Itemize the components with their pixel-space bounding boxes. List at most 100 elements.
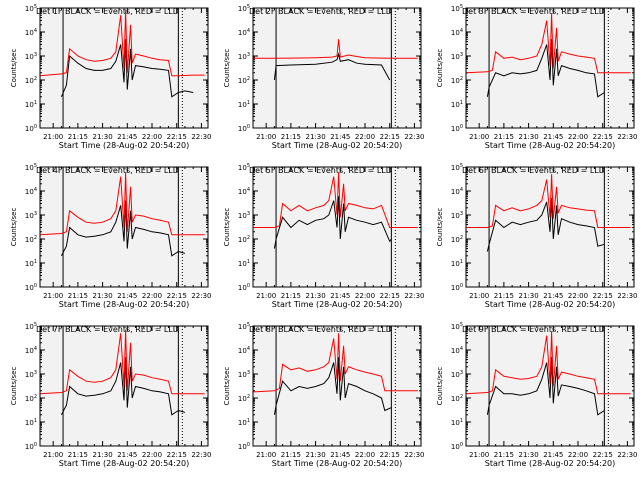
x-tick-label: 22:15 [380,451,400,459]
series-events-line [273,196,392,249]
y-tick-label: 105 [451,4,463,13]
x-tick-label: 22:15 [593,133,613,141]
series-lld-line [465,13,631,74]
x-axis-label: Start Time (28-Aug-02 20:54:20) [485,141,616,150]
x-tick-label: 21:30 [518,292,538,300]
y-tick-label: 104 [451,187,463,196]
y-tick-label: 102 [238,394,250,403]
y-tick-label: 102 [451,394,463,403]
y-tick-label: 105 [25,322,37,331]
series-lld-line [39,329,205,395]
series-lld-line [253,39,418,59]
x-tick-label: 21:00 [43,451,63,459]
series-lld-line [39,172,205,236]
chart-panel-3: Det 3F BLACK = Events, RED = LLD Counts/s… [436,4,638,150]
plot-frame [252,7,422,129]
y-tick-label: 102 [238,76,250,85]
x-tick-label: 21:00 [469,451,489,459]
x-tick-label: 21:00 [43,133,63,141]
y-tick-label: 105 [451,163,463,172]
x-tick-label: 21:45 [330,451,350,459]
x-tick-label: 22:30 [191,292,211,300]
x-tick-label: 22:15 [167,133,187,141]
series-events-line [486,39,605,98]
x-tick-label: 22:00 [568,292,588,300]
plot-frame [252,166,422,288]
plot-frame [465,7,635,129]
panel-title: Det 7F BLACK = Events, RED = LLD [36,325,179,334]
x-tick-label: 21:00 [256,451,276,459]
x-axis-label: Start Time (28-Aug-02 20:54:20) [59,300,190,309]
series-lld-line [39,10,205,77]
y-tick-label: 102 [451,76,463,85]
y-tick-label: 102 [451,235,463,244]
x-tick-label: 21:15 [281,451,301,459]
y-axis-label: Counts/sec [436,208,444,247]
y-tick-label: 104 [238,187,250,196]
x-tick-label: 22:30 [191,133,211,141]
x-tick-label: 22:15 [380,292,400,300]
x-axis-label: Start Time (28-Aug-02 20:54:20) [272,141,403,150]
y-tick-label: 105 [238,4,250,13]
x-tick-label: 21:15 [494,451,514,459]
series-events-line [486,357,605,416]
series-events-line [486,198,605,252]
x-tick-label: 21:30 [92,133,112,141]
y-tick-label: 100 [25,442,37,451]
x-tick-label: 22:00 [355,451,375,459]
x-tick-label: 21:30 [518,451,538,459]
x-tick-label: 21:00 [43,292,63,300]
x-tick-label: 21:45 [330,292,350,300]
panel-title: Det 9F BLACK = Events, RED = LLD [462,325,605,334]
y-tick-label: 101 [451,259,463,268]
y-tick-label: 105 [451,322,463,331]
x-tick-label: 22:15 [167,292,187,300]
x-tick-label: 21:15 [68,133,88,141]
x-tick-label: 21:45 [543,292,563,300]
y-tick-label: 103 [451,370,463,379]
x-tick-label: 22:00 [142,292,162,300]
panel-title: Det 2F BLACK = Events, RED = LLD [249,7,392,16]
x-tick-label: 22:00 [568,451,588,459]
y-tick-label: 104 [238,28,250,37]
series-events-line [273,357,392,415]
x-axis-label: Start Time (28-Aug-02 20:54:20) [272,300,403,309]
y-axis-label: Counts/sec [223,367,231,406]
series-lld-line [253,172,418,228]
x-tick-label: 22:15 [593,292,613,300]
y-tick-label: 101 [451,418,463,427]
y-axis-label: Counts/sec [436,367,444,406]
y-tick-label: 103 [25,370,37,379]
y-tick-label: 100 [238,283,250,292]
y-tick-label: 102 [238,235,250,244]
x-tick-label: 22:15 [380,133,400,141]
y-tick-label: 104 [451,346,463,355]
y-tick-label: 100 [451,124,463,133]
y-tick-label: 101 [25,259,37,268]
y-tick-label: 101 [25,100,37,109]
x-tick-label: 22:00 [355,292,375,300]
x-tick-label: 21:00 [469,292,489,300]
panel-title: Det 3F BLACK = Events, RED = LLD [462,7,605,16]
y-tick-label: 103 [238,52,250,61]
y-tick-label: 100 [238,442,250,451]
y-axis-label: Counts/sec [223,49,231,88]
y-tick-label: 103 [25,52,37,61]
y-tick-label: 103 [238,370,250,379]
panel-title: Det 4F BLACK = Events, RED = LLD [36,166,179,175]
chart-panel-8: Det 8F BLACK = Events, RED = LLD Counts/s… [223,322,425,468]
x-tick-label: 21:15 [494,292,514,300]
x-tick-label: 21:30 [305,451,325,459]
x-tick-label: 21:30 [305,292,325,300]
x-tick-label: 22:15 [593,451,613,459]
x-tick-label: 21:30 [92,292,112,300]
series-events-line [60,200,186,257]
x-tick-label: 22:30 [617,292,637,300]
x-tick-label: 21:00 [469,133,489,141]
chart-panel-5: Det 5F BLACK = Events, RED = LLD Counts/s… [223,163,425,309]
y-axis-label: Counts/sec [436,49,444,88]
plot-frame [39,325,209,447]
plot-frame [39,7,209,129]
y-tick-label: 104 [25,346,37,355]
x-tick-label: 21:15 [68,292,88,300]
